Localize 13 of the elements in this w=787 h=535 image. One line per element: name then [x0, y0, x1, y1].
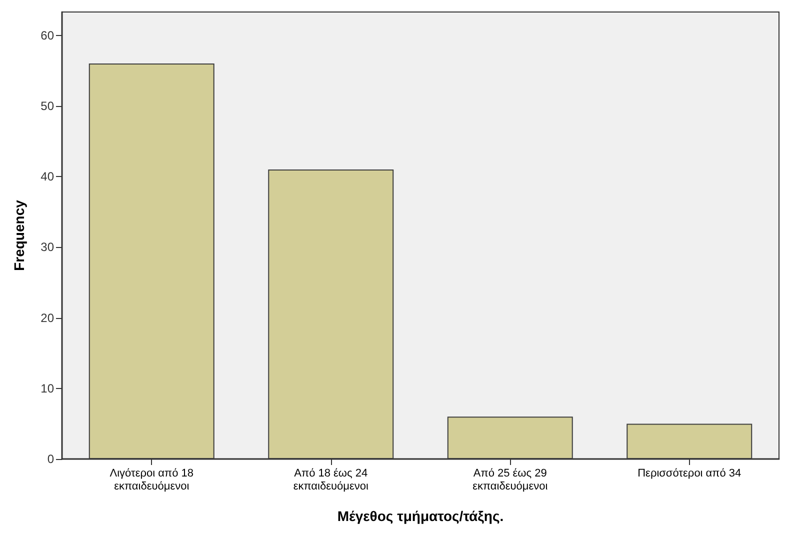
x-tick-label: Από 18 έως 24 εκπαιδευόμενοι — [293, 468, 369, 492]
y-tick-label: 50 — [40, 98, 54, 113]
x-tick-label: Λιγότεροι από 18 εκπαιδευόμενοι — [110, 468, 194, 492]
y-tick-label: 60 — [40, 28, 54, 42]
x-tick-label: Περισσότεροι από 34 — [638, 468, 742, 480]
x-tick-label: Από 25 έως 29 εκπαιδευόμενοι — [472, 468, 548, 492]
y-tick-label: 20 — [40, 310, 54, 325]
y-tick-label: 40 — [40, 170, 54, 184]
y-axis-title: Frequency — [11, 200, 27, 271]
y-tick-label: 30 — [40, 240, 54, 254]
y-tick-label: 0 — [47, 452, 54, 466]
x-axis-title: Μέγεθος τμήματος/τάξης. — [337, 508, 504, 524]
y-tick-label: 10 — [40, 381, 54, 396]
